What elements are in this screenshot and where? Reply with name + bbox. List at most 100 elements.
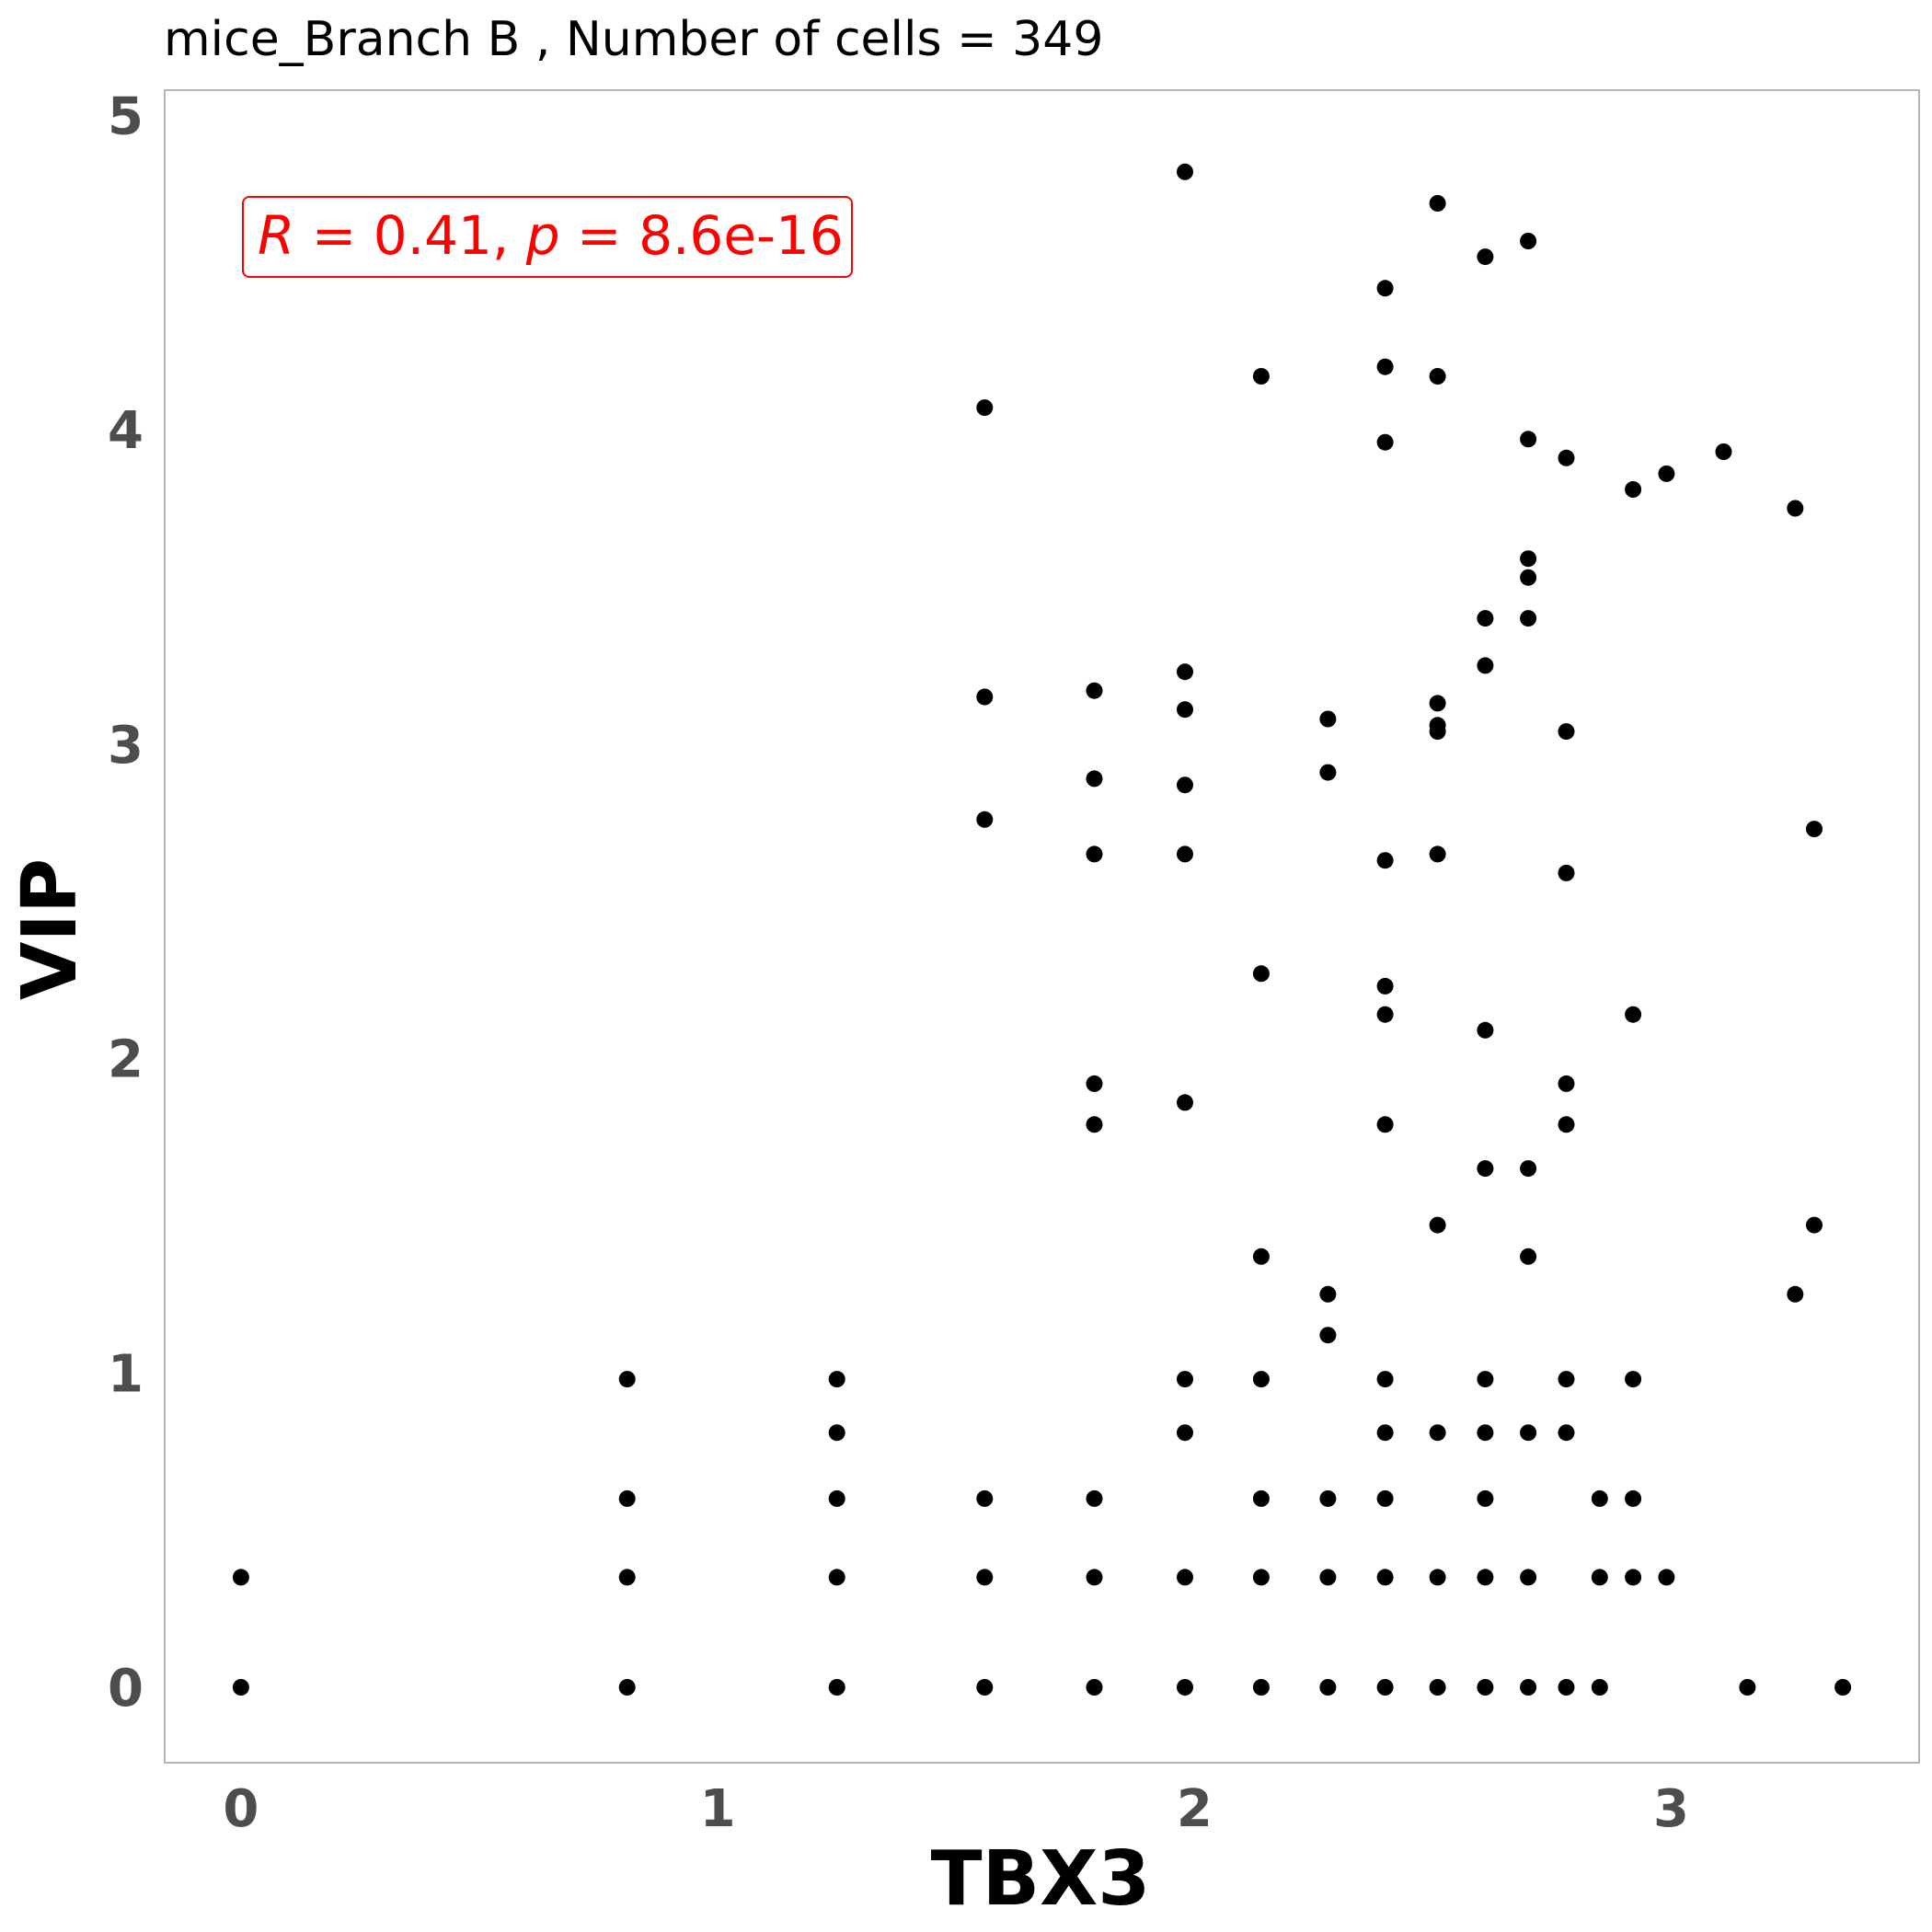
data-point bbox=[618, 1371, 636, 1388]
data-point bbox=[1477, 1489, 1494, 1507]
x-tick-label: 3 bbox=[1653, 1779, 1689, 1839]
data-point bbox=[1558, 1075, 1575, 1092]
y-axis-ticks: 0 1 2 3 4 5 bbox=[108, 86, 144, 1719]
data-point bbox=[1319, 1679, 1337, 1696]
annotation-p-symbol: p bbox=[525, 204, 560, 267]
data-point bbox=[1625, 1371, 1642, 1388]
data-point bbox=[1429, 1679, 1446, 1696]
data-point bbox=[976, 688, 994, 706]
data-point bbox=[1177, 1371, 1193, 1388]
data-point bbox=[1086, 1489, 1103, 1507]
data-point bbox=[618, 1679, 636, 1696]
data-point bbox=[1086, 1569, 1103, 1586]
data-point bbox=[1558, 449, 1575, 466]
data-point bbox=[1319, 1285, 1337, 1303]
data-point bbox=[1477, 1569, 1494, 1586]
plot-panel bbox=[164, 89, 1920, 1764]
data-point bbox=[1376, 1006, 1394, 1023]
data-point bbox=[1086, 1116, 1103, 1133]
data-point bbox=[828, 1424, 845, 1442]
data-point bbox=[828, 1371, 845, 1388]
data-point bbox=[1806, 821, 1823, 838]
x-axis-title: TBX3 bbox=[931, 1835, 1151, 1923]
chart-title: mice_Branch B , Number of cells = 349 bbox=[164, 12, 1103, 67]
data-point bbox=[1591, 1569, 1608, 1586]
data-point bbox=[1429, 1569, 1446, 1586]
data-point bbox=[1376, 1371, 1394, 1388]
data-point bbox=[1177, 776, 1193, 794]
data-point bbox=[1739, 1679, 1756, 1696]
data-point bbox=[1625, 1569, 1642, 1586]
annotation-box bbox=[242, 196, 853, 278]
data-point bbox=[1591, 1679, 1608, 1696]
data-point bbox=[1429, 195, 1446, 212]
data-point bbox=[1834, 1679, 1852, 1696]
data-point bbox=[976, 399, 994, 417]
data-point bbox=[1520, 431, 1537, 448]
data-point bbox=[1477, 1160, 1494, 1178]
data-point bbox=[1520, 1248, 1537, 1265]
data-point bbox=[1429, 717, 1446, 734]
data-point bbox=[618, 1489, 636, 1507]
data-point bbox=[1806, 1216, 1823, 1234]
data-point bbox=[1086, 770, 1103, 788]
data-point bbox=[618, 1569, 636, 1586]
data-point bbox=[1319, 764, 1337, 781]
data-point bbox=[1558, 864, 1575, 881]
data-point bbox=[1177, 1569, 1193, 1586]
data-point bbox=[1376, 1679, 1394, 1696]
data-point bbox=[1558, 1679, 1575, 1696]
y-tick-label: 5 bbox=[108, 86, 144, 146]
x-tick-label: 2 bbox=[1177, 1779, 1213, 1839]
correlation-annotation: R = 0.41, p = 8.6e-16 bbox=[242, 196, 853, 278]
data-point bbox=[1177, 845, 1193, 863]
data-points bbox=[232, 163, 1852, 1696]
data-point bbox=[232, 1569, 249, 1586]
data-point bbox=[1658, 1569, 1675, 1586]
data-point bbox=[1177, 1679, 1193, 1696]
data-point bbox=[232, 1679, 249, 1696]
data-point bbox=[1376, 852, 1394, 869]
data-point bbox=[1376, 358, 1394, 375]
data-point bbox=[1252, 1569, 1270, 1586]
data-point bbox=[1787, 1285, 1804, 1303]
data-point bbox=[1319, 1327, 1337, 1344]
data-point bbox=[1625, 1489, 1642, 1507]
data-point bbox=[1376, 1489, 1394, 1507]
data-point bbox=[1252, 1248, 1270, 1265]
data-point bbox=[1520, 569, 1537, 586]
data-point bbox=[1520, 1424, 1537, 1442]
data-point bbox=[976, 1489, 994, 1507]
data-point bbox=[1252, 1679, 1270, 1696]
data-point bbox=[1429, 695, 1446, 712]
data-point bbox=[1658, 465, 1675, 482]
data-point bbox=[1429, 845, 1446, 863]
data-point bbox=[976, 1679, 994, 1696]
data-point bbox=[1477, 1371, 1494, 1388]
data-point bbox=[1177, 701, 1193, 719]
data-point bbox=[1477, 1424, 1494, 1442]
data-point bbox=[1376, 977, 1394, 995]
data-point bbox=[1558, 1116, 1575, 1133]
data-point bbox=[1591, 1489, 1608, 1507]
data-point bbox=[1520, 1679, 1537, 1696]
x-tick-label: 1 bbox=[700, 1779, 736, 1839]
data-point bbox=[1558, 723, 1575, 741]
y-axis-title: VIP bbox=[6, 858, 94, 1000]
data-point bbox=[828, 1489, 845, 1507]
data-point bbox=[1558, 1371, 1575, 1388]
y-tick-label: 4 bbox=[108, 401, 144, 461]
x-tick-label: 0 bbox=[223, 1779, 259, 1839]
data-point bbox=[828, 1569, 845, 1586]
data-point bbox=[1477, 248, 1494, 266]
data-point bbox=[1376, 1116, 1394, 1133]
y-tick-label: 0 bbox=[108, 1659, 144, 1719]
data-point bbox=[1520, 233, 1537, 249]
data-point bbox=[1520, 610, 1537, 627]
data-point bbox=[1086, 1075, 1103, 1092]
data-point bbox=[1477, 657, 1494, 674]
data-point bbox=[1086, 682, 1103, 699]
data-point bbox=[1477, 610, 1494, 627]
data-point bbox=[1086, 1679, 1103, 1696]
